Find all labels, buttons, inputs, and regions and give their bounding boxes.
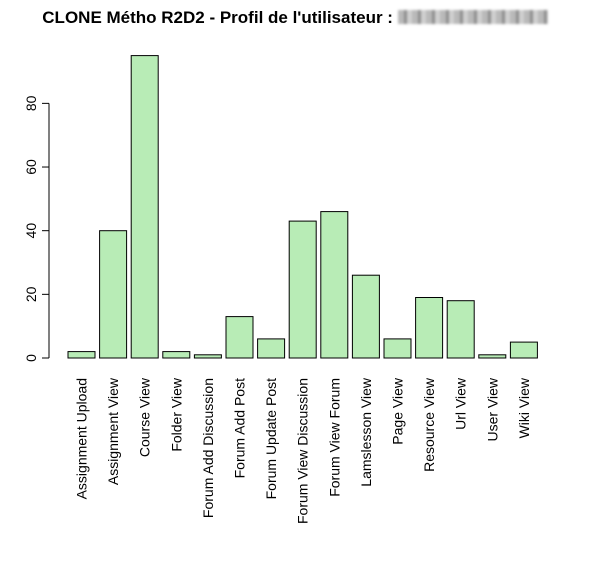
x-tick-label: Forum View Discussion — [295, 378, 311, 524]
bar — [67, 351, 96, 359]
bar — [99, 230, 128, 359]
x-tick-label: Url View — [453, 377, 469, 430]
bar — [193, 354, 222, 359]
bar — [162, 351, 191, 359]
bar — [351, 274, 380, 359]
bar — [257, 338, 286, 359]
chart-title-text: CLONE Métho R2D2 - Profil de l'utilisate… — [42, 8, 393, 27]
x-tick-label: Forum Update Post — [263, 378, 279, 499]
bar — [383, 338, 412, 359]
y-axis: 0 20 40 60 80 — [23, 95, 50, 362]
bar — [509, 341, 538, 359]
x-tick-label: Assignment View — [105, 377, 121, 485]
y-tick-label: 40 — [23, 223, 39, 239]
x-tick-label: Lamslesson View — [358, 377, 374, 487]
x-tick-label: Page View — [390, 377, 406, 445]
y-tick-label: 0 — [23, 354, 39, 362]
bar — [478, 354, 507, 359]
bar — [415, 297, 444, 359]
x-tick-label: Assignment Upload — [74, 378, 90, 499]
bar — [320, 211, 349, 359]
x-tick-label: Folder View — [168, 377, 184, 452]
x-tick-label: Forum Add Discussion — [200, 378, 216, 518]
redacted-user-name — [397, 10, 548, 24]
bar — [130, 55, 159, 359]
x-tick-label: Forum View Forum — [326, 378, 342, 497]
x-tick-label: Course View — [137, 377, 153, 457]
x-tick-label: Forum Add Post — [232, 378, 248, 478]
y-tick-label: 60 — [23, 159, 39, 175]
bar — [225, 316, 254, 359]
x-axis-labels: Assignment Upload Assignment View Course V… — [74, 377, 532, 524]
y-tick-label: 20 — [23, 286, 39, 302]
chart-title: CLONE Métho R2D2 - Profil de l'utilisate… — [0, 8, 590, 28]
bar — [446, 300, 475, 359]
x-tick-label: Resource View — [421, 377, 437, 472]
bar — [288, 220, 317, 359]
x-tick-label: Wiki View — [516, 377, 532, 438]
y-tick-label: 80 — [23, 95, 39, 111]
x-tick-label: User View — [484, 377, 500, 441]
bars — [67, 55, 538, 359]
